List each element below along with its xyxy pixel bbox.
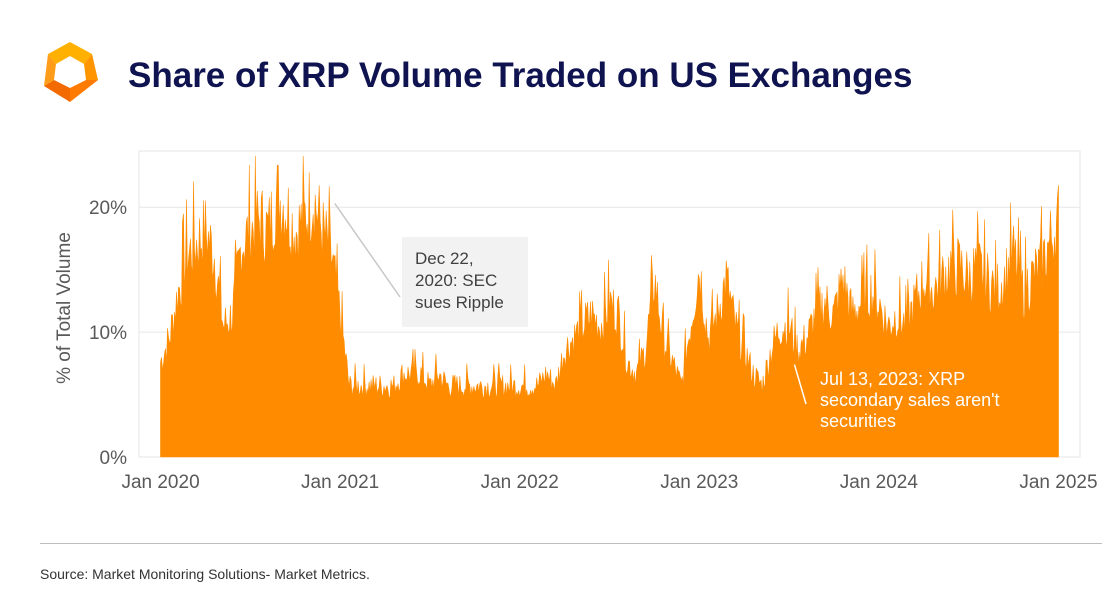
y-tick-label: 10% xyxy=(89,323,127,344)
y-axis-label: % of Total Volume xyxy=(54,232,75,384)
annotation-leader-line xyxy=(334,203,401,298)
footer-divider xyxy=(40,543,1102,544)
x-tick-label: Jan 2024 xyxy=(840,472,919,493)
y-tick-label: 0% xyxy=(100,448,128,469)
annotation-text-line: Jul 13, 2023: XRP xyxy=(820,369,965,389)
logo-bottom-right-segment xyxy=(70,80,98,102)
logo-top-segment xyxy=(48,42,92,64)
annotation-text-line: securities xyxy=(820,411,896,431)
orange-hexagon-logo-icon xyxy=(44,42,98,102)
x-tick-label: Jan 2020 xyxy=(121,472,199,493)
annotation-box xyxy=(402,237,528,327)
annotation-text-line: 2020: SEC xyxy=(415,271,497,290)
page-title: Share of XRP Volume Traded on US Exchang… xyxy=(128,56,913,95)
x-tick-label: Jan 2021 xyxy=(301,472,379,493)
x-tick-label: Jan 2025 xyxy=(1019,472,1097,493)
annotation-text-line: secondary sales aren't xyxy=(820,390,1000,410)
annotation-text-line: Dec 22, xyxy=(415,249,474,268)
y-tick-label: 20% xyxy=(89,198,127,219)
x-tick-label: Jan 2023 xyxy=(660,472,738,493)
x-tick-label: Jan 2022 xyxy=(481,472,559,493)
area-series xyxy=(160,155,1059,458)
logo-left-segment xyxy=(44,54,56,86)
logo-right-segment xyxy=(84,54,98,80)
annotation-leader-line xyxy=(793,364,807,405)
logo-bottom-left-segment xyxy=(44,80,70,102)
annotation-text-line: sues Ripple xyxy=(415,293,504,312)
source-note: Source: Market Monitoring Solutions- Mar… xyxy=(40,566,370,582)
area-chart: 0% 10% 20% Jan 2020 Jan 2021 Jan 2022 Jan 2023… xyxy=(54,150,1098,493)
